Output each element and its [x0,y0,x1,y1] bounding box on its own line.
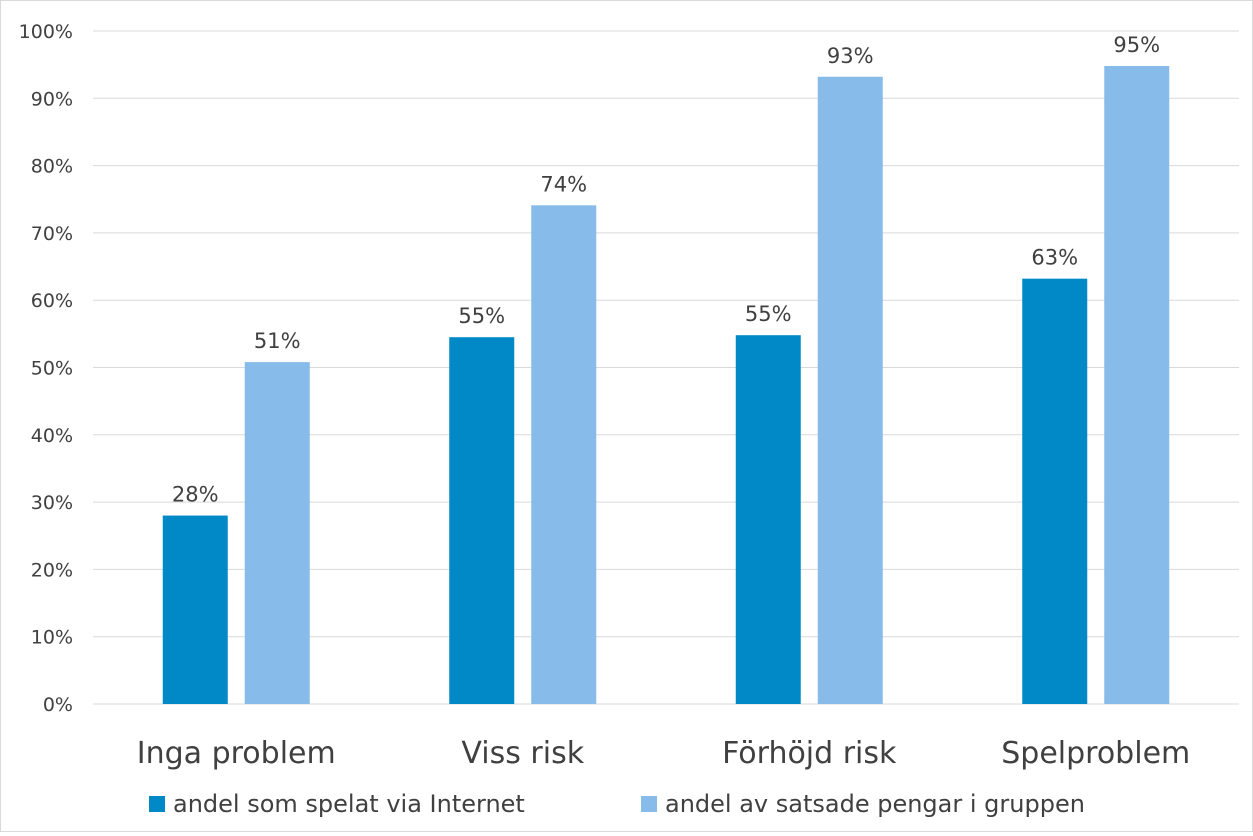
legend-swatch [641,796,657,812]
bar-pengar [531,205,597,704]
y-tick-label: 30% [31,492,73,514]
legend: andel som spelat via Internet andel av sa… [149,790,1085,818]
y-tick-label: 10% [31,627,73,649]
x-category-label: Spelproblem [1001,736,1190,771]
y-tick-label: 0% [43,694,73,716]
bar-pengar [817,76,883,705]
data-label: 51% [254,329,301,353]
data-labels: 28% 51% 55% 74% 55% 93% 63% 95% [172,33,1160,507]
data-label: 63% [1031,246,1078,270]
bar-internet [449,337,515,704]
bars [162,65,1170,705]
bar-pengar [244,362,310,704]
y-tick-label: 50% [31,358,73,380]
data-label: 55% [458,304,505,328]
data-label: 95% [1113,33,1160,57]
y-axis-ticks: 0% 10% 20% 30% 40% 50% 60% 70% 80% 90% 100% [19,21,73,716]
bar-internet [1022,278,1088,704]
y-tick-label: 20% [31,559,73,581]
y-tick-label: 40% [31,425,73,447]
x-category-label: Viss risk [461,736,584,771]
y-tick-label: 70% [31,223,73,245]
bar-internet [735,335,801,704]
x-axis-categories: Inga problem Viss risk Förhöjd risk Spelpro… [137,736,1190,771]
data-label: 55% [745,302,792,326]
bar-pengar [1104,65,1170,705]
bar-internet [162,515,228,704]
data-label: 28% [172,483,219,507]
y-tick-label: 60% [31,290,73,312]
data-label: 74% [540,172,587,196]
x-category-label: Inga problem [137,736,336,771]
y-tick-label: 80% [31,156,73,178]
x-category-label: Förhöjd risk [722,736,897,771]
legend-swatch [149,796,165,812]
y-tick-label: 100% [19,21,73,43]
legend-label: andel som spelat via Internet [173,790,525,818]
data-label: 93% [827,44,874,68]
legend-label: andel av satsade pengar i gruppen [665,790,1085,818]
y-tick-label: 90% [31,88,73,110]
